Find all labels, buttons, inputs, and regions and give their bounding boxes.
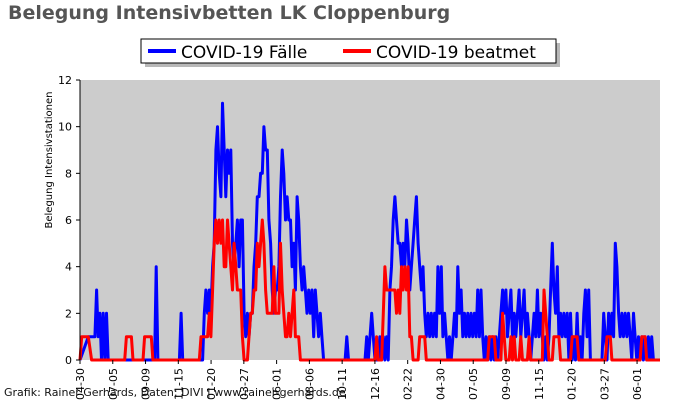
x-tick-label: -04-30 — [74, 368, 87, 400]
x-tick-label: -09-09 — [140, 368, 153, 400]
x-tick-label: -01-20 — [566, 368, 579, 400]
x-tick-label: -03-27 — [598, 368, 611, 400]
y-tick-label: 2 — [65, 307, 72, 320]
footer-credit: Grafik: Rainer Gerhards, Daten: DIVI | w… — [4, 386, 346, 399]
y-tick-label: 4 — [65, 261, 72, 274]
y-tick-label: 10 — [58, 121, 72, 134]
x-tick-label: -07-05 — [467, 368, 480, 400]
legend: COVID-19 Fälle COVID-19 beatmet — [140, 38, 560, 67]
x-tick-label: -02-22 — [402, 368, 415, 400]
y-tick-label: 12 — [58, 74, 72, 87]
x-tick-label: -11-15 — [172, 368, 185, 400]
x-tick-label: -08-06 — [303, 368, 316, 400]
chart-title: Belegung Intensivbetten LK Cloppenburg — [8, 2, 451, 24]
x-tick-label: -03-27 — [238, 368, 251, 400]
y-axis-label: Belegung Intensivstationen — [44, 91, 55, 228]
x-tick-label: -06-01 — [631, 368, 644, 400]
axes-layer: 0 2 4 6 8 10 12 -04-30 -07-05 -09-09 -11-15 -01-20 -… — [58, 74, 644, 400]
x-tick-label: -07-05 — [107, 368, 120, 400]
x-tick-label: -09-09 — [500, 368, 513, 400]
series-layer — [78, 101, 660, 362]
series-line-1 — [78, 101, 660, 362]
x-tick-label: -11-15 — [533, 368, 546, 400]
y-tick-label: 8 — [65, 167, 72, 180]
y-tick-label: 0 — [65, 354, 72, 367]
series-line-2 — [78, 218, 660, 362]
y-tick-label: 6 — [65, 214, 72, 227]
legend-label-1: COVID-19 Fälle — [181, 43, 307, 63]
legend-label-2: COVID-19 beatmet — [376, 43, 536, 63]
x-tick-label: -04-30 — [434, 368, 447, 400]
x-tick-label: -01-20 — [205, 368, 218, 400]
x-tick-label: -06-01 — [271, 368, 284, 400]
x-tick-label: -12-16 — [369, 368, 382, 400]
x-tick-label: -10-11 — [336, 368, 349, 400]
